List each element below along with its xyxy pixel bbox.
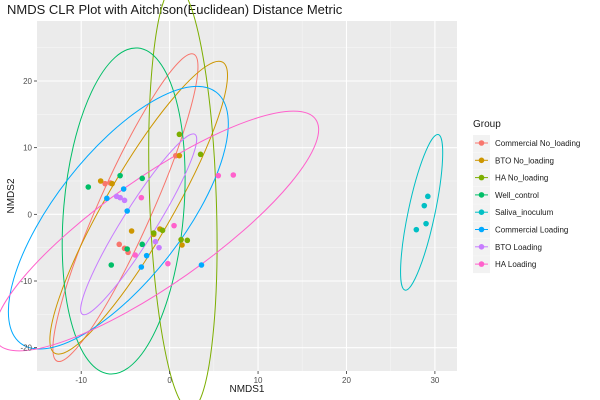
data-point (139, 175, 146, 182)
data-point (413, 226, 420, 233)
y-tick-label: 20 (23, 77, 32, 86)
data-point (124, 208, 130, 214)
data-point (138, 264, 145, 270)
y-tick-label: 10 (23, 144, 32, 153)
legend-marker (478, 157, 485, 164)
data-point (176, 131, 183, 138)
data-point (121, 197, 128, 204)
data-points (85, 131, 431, 270)
legend-marker (478, 244, 485, 250)
data-point (184, 237, 191, 244)
x-axis: -10 0 10 20 30 (75, 371, 440, 385)
data-point (143, 252, 150, 259)
data-point (117, 194, 123, 201)
legend-label: Well_control (495, 191, 539, 200)
legend-label: Commercial No_loading (495, 139, 580, 148)
data-point (128, 228, 135, 234)
data-point (138, 194, 145, 201)
data-point (109, 180, 115, 187)
confidence-ellipse (61, 47, 186, 375)
data-point (178, 236, 184, 243)
data-point (117, 172, 123, 179)
y-axis-title: NMDS2 (6, 178, 17, 213)
legend-title: Group (473, 119, 501, 130)
data-point (165, 260, 171, 267)
data-point (139, 241, 146, 248)
data-point (197, 151, 204, 158)
legend-marker (478, 261, 485, 267)
chart-title: NMDS CLR Plot with Aitchison(Euclidean) … (7, 2, 343, 17)
data-point (150, 230, 157, 236)
legend-marker (478, 192, 485, 198)
confidence-ellipse (52, 53, 199, 363)
data-point (159, 227, 166, 234)
data-point (102, 180, 108, 187)
y-tick-label: -20 (20, 344, 32, 353)
data-point (176, 152, 183, 159)
y-tick-label: -10 (20, 277, 32, 286)
legend: Group Commercial No_loading BTO No_loadin… (473, 119, 580, 274)
data-point (421, 202, 428, 209)
data-point (104, 195, 110, 202)
legend-marker (478, 226, 485, 233)
data-point (152, 238, 159, 245)
confidence-ellipse (49, 60, 229, 355)
group-ellipses (0, 0, 444, 400)
data-point (171, 222, 177, 229)
data-point (85, 184, 92, 190)
x-tick-label: 20 (342, 376, 351, 385)
data-point (425, 193, 431, 200)
legend-label: Saliva_inoculum (495, 208, 554, 217)
data-point (120, 186, 127, 192)
data-point (116, 241, 123, 248)
data-point (215, 172, 222, 179)
data-point (97, 178, 104, 184)
confidence-ellipse (400, 133, 444, 291)
x-tick-label: 0 (167, 376, 172, 385)
data-point (156, 244, 162, 251)
x-axis-title: NMDS1 (229, 384, 264, 395)
y-axis: -20 -10 0 10 20 (20, 77, 37, 353)
legend-marker (478, 140, 485, 146)
data-point (108, 262, 115, 268)
data-point (179, 242, 185, 248)
x-tick-label: 10 (254, 376, 263, 385)
legend-marker (478, 209, 485, 215)
legend-label: BTO Loading (495, 243, 542, 252)
data-point (124, 246, 130, 252)
data-point (230, 172, 237, 178)
plot-panel (37, 21, 457, 371)
legend-marker (478, 174, 485, 181)
legend-label: HA Loading (495, 260, 536, 269)
legend-label: BTO No_loading (495, 156, 554, 165)
y-tick-label: 0 (28, 210, 33, 219)
legend-label: Commercial Loading (495, 226, 568, 235)
data-point (423, 220, 429, 227)
data-point (198, 262, 205, 268)
x-tick-label: 30 (430, 376, 439, 385)
confidence-ellipse (7, 85, 229, 350)
data-point (132, 252, 138, 258)
legend-label: HA No_loading (495, 174, 548, 183)
confidence-ellipse (148, 0, 218, 400)
x-tick-label: -10 (75, 376, 87, 385)
